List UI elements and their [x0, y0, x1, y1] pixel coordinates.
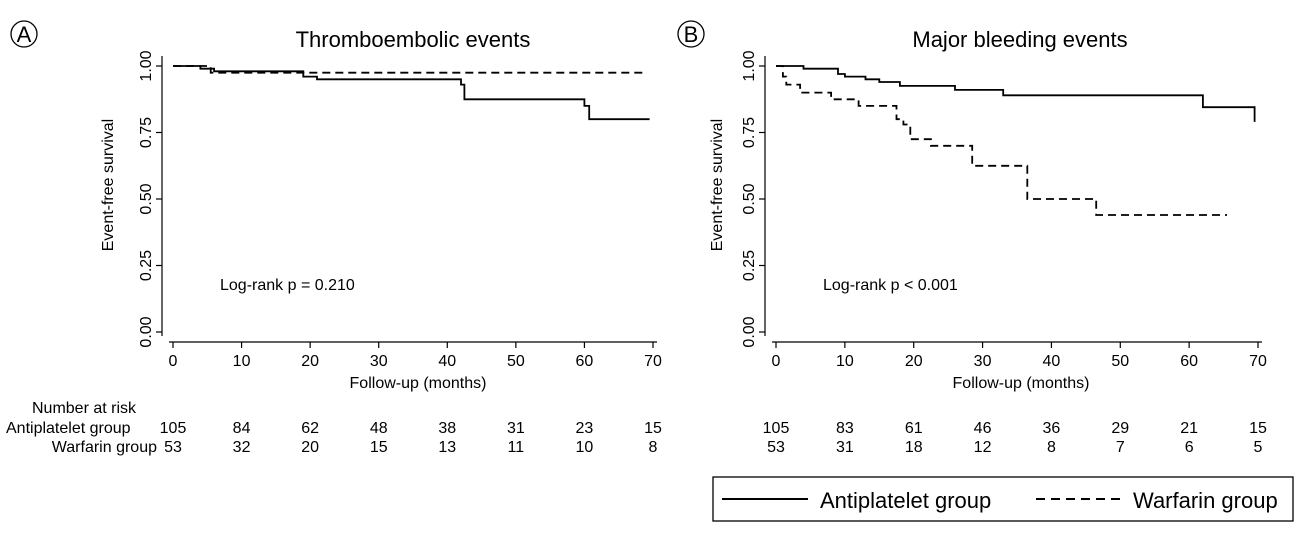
risk-count-antiplatelet: 38: [438, 420, 456, 437]
risk-count-antiplatelet: 46: [974, 420, 992, 437]
km-curve-antiplatelet: [776, 65, 1256, 122]
km-curve-warfarin: [776, 65, 1227, 216]
legend-antiplatelet-label: Antiplatelet group: [820, 488, 991, 513]
panel-b-letter-circle: [677, 20, 705, 48]
panel-a-curves: [173, 65, 650, 121]
x-tick-label: 60: [576, 353, 594, 370]
x-tick-label: 10: [233, 353, 251, 370]
panel-a-xlabel: Follow-up (months): [350, 375, 487, 392]
x-tick-label: 50: [1111, 353, 1129, 370]
risk-count-antiplatelet: 105: [763, 420, 790, 437]
risk-count-warfarin: 31: [836, 439, 854, 456]
panel-b-letter: B: [684, 22, 699, 47]
panel-b-logrank: Log-rank p < 0.001: [823, 277, 958, 294]
x-tick-label: 70: [644, 353, 662, 370]
risk-count-antiplatelet: 15: [1249, 420, 1267, 437]
risk-count-antiplatelet: 83: [836, 420, 854, 437]
x-tick-label: 40: [1043, 353, 1061, 370]
panel-a-letter-circle: [10, 20, 38, 48]
panel-b-title: Major bleeding events: [912, 27, 1127, 52]
risk-count-antiplatelet: 29: [1111, 420, 1129, 437]
km-curve-antiplatelet: [173, 65, 650, 121]
x-tick-label: 60: [1180, 353, 1198, 370]
risk-count-warfarin: 20: [301, 439, 319, 456]
risk-count-antiplatelet: 21: [1180, 420, 1198, 437]
y-tick-label: 0.75: [138, 117, 155, 148]
x-tick-label: 40: [438, 353, 456, 370]
risk-count-antiplatelet: 48: [370, 420, 388, 437]
risk-count-warfarin: 18: [905, 439, 923, 456]
y-tick-label: 0.25: [138, 250, 155, 281]
y-tick-label: 0.00: [138, 316, 155, 347]
km-curve-warfarin: [173, 65, 647, 74]
x-tick-label: 50: [507, 353, 525, 370]
risk-count-antiplatelet: 31: [507, 420, 525, 437]
risk-count-antiplatelet: 105: [160, 420, 187, 437]
x-tick-label: 30: [974, 353, 992, 370]
risk-count-antiplatelet: 15: [644, 420, 662, 437]
risk-count-antiplatelet: 61: [905, 420, 923, 437]
panel-a-logrank: Log-rank p = 0.210: [220, 277, 355, 294]
x-tick-label: 10: [836, 353, 854, 370]
y-tick-label: 0.50: [741, 183, 758, 214]
risk-count-warfarin: 53: [767, 439, 785, 456]
risk-count-antiplatelet: 23: [576, 420, 594, 437]
legend-warfarin-label: Warfarin group: [1133, 488, 1278, 513]
y-tick-label: 1.00: [741, 50, 758, 81]
panel-a-axes: 0.00 0.25 0.50 0.75 1.00 0 10 20 30 40 50 60 70: [138, 50, 662, 370]
y-tick-label: 1.00: [138, 50, 155, 81]
risk-count-warfarin: 5: [1254, 439, 1263, 456]
panel-b-risk-table: 105 83 61 46 36 29 21 15 53 31 18 12 8 7 6 5: [763, 420, 1267, 456]
y-tick-label: 0.50: [138, 183, 155, 214]
panel-b-xlabel: Follow-up (months): [953, 375, 1090, 392]
risk-count-antiplatelet: 84: [233, 420, 251, 437]
x-tick-label: 70: [1249, 353, 1267, 370]
x-tick-label: 20: [905, 353, 923, 370]
y-tick-label: 0.75: [741, 117, 758, 148]
x-tick-label: 20: [301, 353, 319, 370]
risk-count-antiplatelet: 62: [301, 420, 319, 437]
panel-b-curves: [776, 65, 1256, 216]
y-tick-label: 0.25: [741, 250, 758, 281]
legend-box: [712, 476, 1294, 522]
legend: Antiplatelet group Warfarin group: [712, 476, 1294, 522]
y-tick-label: 0.00: [741, 316, 758, 347]
risk-count-antiplatelet: 36: [1043, 420, 1061, 437]
risk-count-warfarin: 12: [974, 439, 992, 456]
risk-count-warfarin: 7: [1116, 439, 1125, 456]
risk-count-warfarin: 8: [1047, 439, 1056, 456]
panel-b-ylabel: Event-free survival: [709, 119, 726, 252]
risk-header: Number at risk: [32, 400, 137, 417]
panel-a-risk-table: Number at risk Antiplatelet group Warfar…: [6, 400, 662, 456]
panel-b-axes: 0.00 0.25 0.50 0.75 1.00 0 10 20 30 40 50 60 70: [741, 50, 1267, 370]
risk-label-warfarin: Warfarin group: [52, 439, 157, 456]
panel-a: A Thromboembolic events Event-free survi…: [6, 20, 662, 456]
x-tick-label: 0: [772, 353, 781, 370]
panel-b: B Major bleeding events Event-free survi…: [677, 20, 1267, 456]
risk-count-warfarin: 13: [438, 439, 456, 456]
risk-count-warfarin: 6: [1185, 439, 1194, 456]
risk-count-warfarin: 32: [233, 439, 251, 456]
x-tick-label: 0: [169, 353, 178, 370]
panel-a-title: Thromboembolic events: [296, 27, 531, 52]
risk-label-antiplatelet: Antiplatelet group: [6, 420, 131, 437]
risk-count-warfarin: 53: [164, 439, 182, 456]
risk-count-warfarin: 10: [576, 439, 594, 456]
risk-count-warfarin: 15: [370, 439, 388, 456]
panel-a-letter: A: [17, 22, 32, 47]
x-tick-label: 30: [370, 353, 388, 370]
risk-count-warfarin: 8: [649, 439, 658, 456]
panel-a-ylabel: Event-free survival: [100, 119, 117, 252]
risk-count-warfarin: 11: [508, 439, 525, 456]
